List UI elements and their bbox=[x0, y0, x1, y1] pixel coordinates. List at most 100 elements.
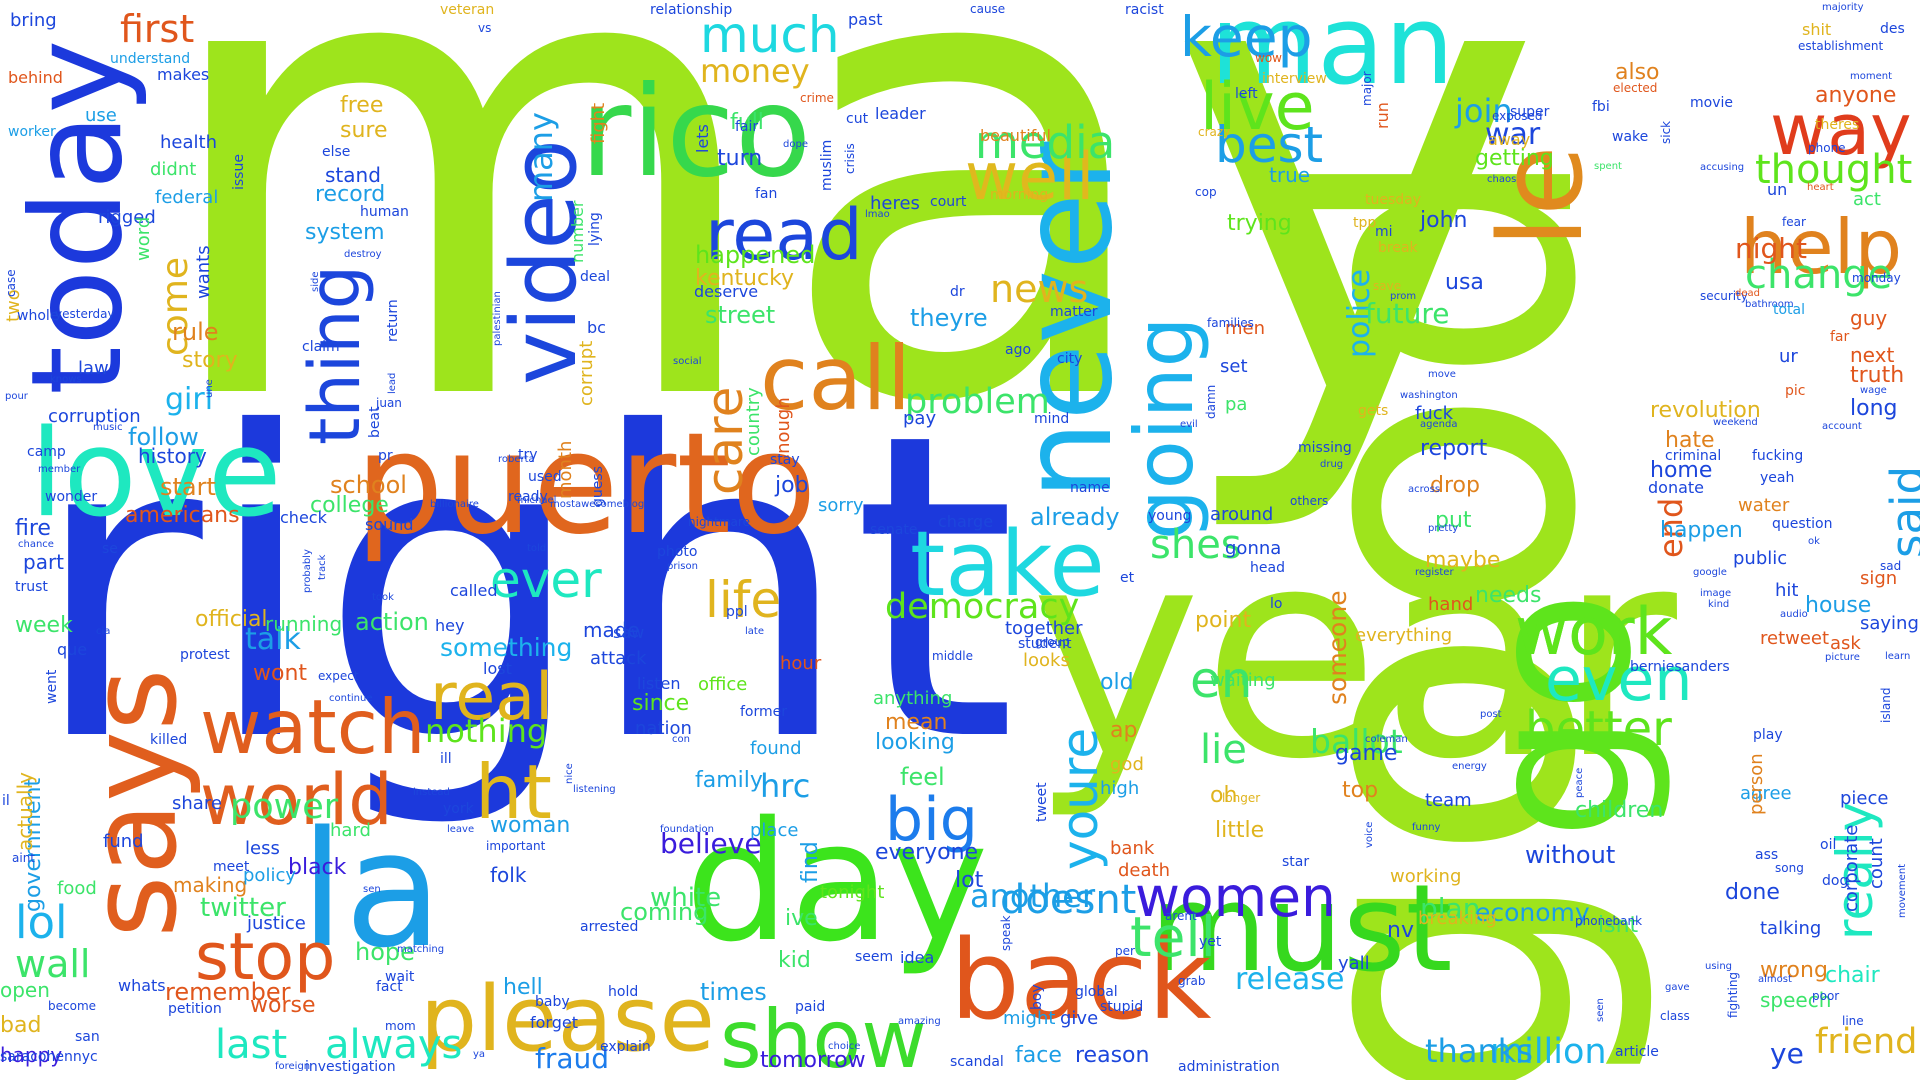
word-federal: federal bbox=[155, 187, 219, 208]
word-audio: audio bbox=[1780, 609, 1808, 620]
word-fair: fair bbox=[735, 119, 759, 135]
word-lets: lets bbox=[693, 124, 712, 154]
word-lot: lot bbox=[955, 868, 984, 893]
word-didnt: didnt bbox=[150, 159, 197, 180]
word-il: il bbox=[2, 793, 10, 809]
word-member: member bbox=[38, 464, 81, 475]
word-break: break bbox=[1378, 240, 1418, 256]
word-getting: getting bbox=[1475, 146, 1554, 171]
word-using: using bbox=[1705, 961, 1733, 972]
word-bring: bring bbox=[10, 10, 57, 31]
word-article: article bbox=[1615, 1044, 1659, 1060]
word-shes: shes bbox=[1150, 522, 1242, 568]
word-fight: fight bbox=[588, 102, 609, 144]
word-super: super bbox=[1510, 104, 1550, 120]
word-stay: stay bbox=[770, 452, 800, 468]
word-relationship: relationship bbox=[650, 2, 733, 18]
word-count: count bbox=[1866, 838, 1887, 889]
word-phone: phone bbox=[1808, 141, 1846, 155]
word-damn: damn bbox=[1204, 384, 1218, 419]
word-health: health bbox=[160, 132, 217, 153]
word-ppl: ppl bbox=[726, 604, 748, 620]
word-york: york bbox=[443, 801, 474, 817]
word-home: home bbox=[1650, 458, 1713, 483]
word-phonebank: phonebank bbox=[1575, 914, 1643, 928]
word-seen: seen bbox=[1595, 998, 1606, 1022]
word-watch: watch bbox=[200, 683, 426, 771]
word-middle: middle bbox=[932, 649, 973, 663]
word-ever: ever bbox=[490, 551, 602, 609]
word-donate: donate bbox=[1648, 478, 1705, 497]
word-fbi: fbi bbox=[1592, 99, 1610, 115]
word-country: country bbox=[743, 386, 764, 456]
word-true: true bbox=[1269, 163, 1311, 187]
word-almost: almost bbox=[1758, 974, 1792, 985]
word-baby: baby bbox=[535, 994, 570, 1010]
word-rigged: rigged bbox=[98, 207, 156, 228]
word-law: law bbox=[78, 358, 109, 379]
word-court: court bbox=[930, 194, 967, 210]
word-fund: fund bbox=[103, 831, 144, 852]
word-bank: bank bbox=[1110, 838, 1155, 859]
word-kind: kind bbox=[1708, 599, 1730, 610]
word-coleman: coleman bbox=[1365, 734, 1408, 745]
word-pour: pour bbox=[5, 391, 28, 402]
word-thought: thought bbox=[1755, 147, 1913, 193]
word-gave: gave bbox=[1665, 982, 1690, 993]
word-since: since bbox=[632, 691, 690, 716]
word-official: official bbox=[195, 607, 268, 632]
word-million: million bbox=[1490, 1032, 1607, 1072]
word-life: life bbox=[705, 571, 782, 629]
word-show: show bbox=[720, 993, 927, 1080]
word-behind: behind bbox=[8, 68, 63, 87]
word-made: made bbox=[583, 618, 640, 642]
word-record: record bbox=[315, 182, 386, 207]
word-island: island bbox=[1879, 687, 1893, 724]
word-girl: girl bbox=[165, 382, 214, 417]
word-week: week bbox=[15, 613, 73, 638]
word-drug: drug bbox=[1320, 459, 1344, 470]
word-read: read bbox=[705, 194, 863, 276]
word-ok: ok bbox=[1808, 536, 1820, 547]
word-fan: fan bbox=[755, 186, 778, 202]
word-music: music bbox=[93, 422, 123, 433]
word-run: run bbox=[1373, 101, 1392, 129]
word-account: account bbox=[1822, 421, 1862, 432]
word-usa: usa bbox=[1445, 270, 1484, 295]
word-question: question bbox=[1772, 516, 1833, 532]
word-work: work bbox=[1515, 595, 1673, 670]
word-another: another bbox=[970, 877, 1096, 915]
word-agree: agree bbox=[1740, 783, 1792, 804]
word-team: team bbox=[1425, 790, 1472, 811]
word-fucking: fucking bbox=[1752, 448, 1804, 464]
word-wow: wow bbox=[1255, 51, 1282, 65]
word-hey: hey bbox=[435, 616, 465, 635]
word-around: around bbox=[1210, 504, 1274, 525]
word-foreign: foreign bbox=[275, 1061, 311, 1072]
word-killed: killed bbox=[150, 732, 188, 748]
word-chair: chair bbox=[1825, 963, 1880, 988]
word-dog: dog bbox=[1822, 873, 1849, 889]
word-young: young bbox=[1148, 508, 1192, 524]
word-money: money bbox=[700, 52, 810, 90]
word-went: went bbox=[44, 669, 60, 704]
word-left: left bbox=[1235, 86, 1258, 102]
word-prison: prison bbox=[667, 561, 698, 572]
word-way: way bbox=[1770, 89, 1912, 171]
word-missing: missing bbox=[1298, 440, 1352, 456]
word-global: global bbox=[1075, 984, 1118, 1000]
word-lead: lead bbox=[387, 372, 398, 394]
word-wage: wage bbox=[1860, 385, 1887, 396]
word-grab: grab bbox=[1178, 974, 1206, 988]
word-looking: looking bbox=[875, 730, 955, 755]
word-lmao: lmao bbox=[865, 209, 890, 220]
word-love: love bbox=[30, 405, 282, 544]
word-share: share bbox=[172, 793, 222, 814]
word-free: free bbox=[340, 93, 384, 118]
word-choice: choice bbox=[828, 1041, 861, 1052]
word-last: last bbox=[215, 1022, 288, 1068]
word-much: much bbox=[700, 6, 840, 64]
word-gets: gets bbox=[1358, 403, 1389, 419]
word-cut: cut bbox=[846, 111, 869, 127]
word-year: year bbox=[1030, 486, 1677, 823]
